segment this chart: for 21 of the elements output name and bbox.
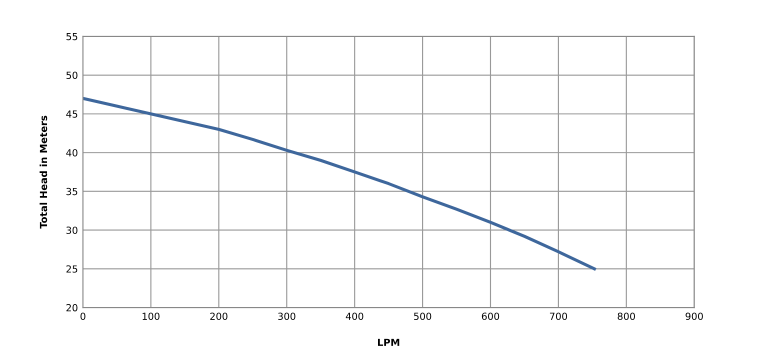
x-tick-label: 600	[482, 312, 500, 320]
x-axis-title: LPM	[378, 338, 400, 346]
x-tick-label: 100	[142, 312, 160, 320]
y-axis-title: Total Head in Meters	[40, 116, 48, 229]
y-tick-label: 25	[66, 265, 78, 273]
y-tick-label: 40	[66, 149, 78, 156]
y-tick-label: 30	[66, 226, 78, 234]
x-tick-label: 500	[414, 312, 432, 320]
x-tick-label: 800	[618, 312, 635, 320]
y-tick-label: 50	[66, 72, 78, 79]
y-tick-label: 55	[66, 33, 78, 40]
y-tick-label: 20	[66, 304, 78, 312]
y-tick-label: 45	[66, 110, 78, 118]
x-tick-label: 300	[278, 312, 296, 320]
x-tick-label: 700	[550, 312, 568, 320]
line-series	[82, 96, 596, 270]
x-tick-label: 0	[80, 312, 86, 320]
x-tick-label: 900	[686, 312, 703, 320]
y-tick-label: 35	[66, 188, 78, 196]
x-tick-label: 400	[346, 312, 364, 320]
x-tick-label: 200	[210, 312, 228, 320]
